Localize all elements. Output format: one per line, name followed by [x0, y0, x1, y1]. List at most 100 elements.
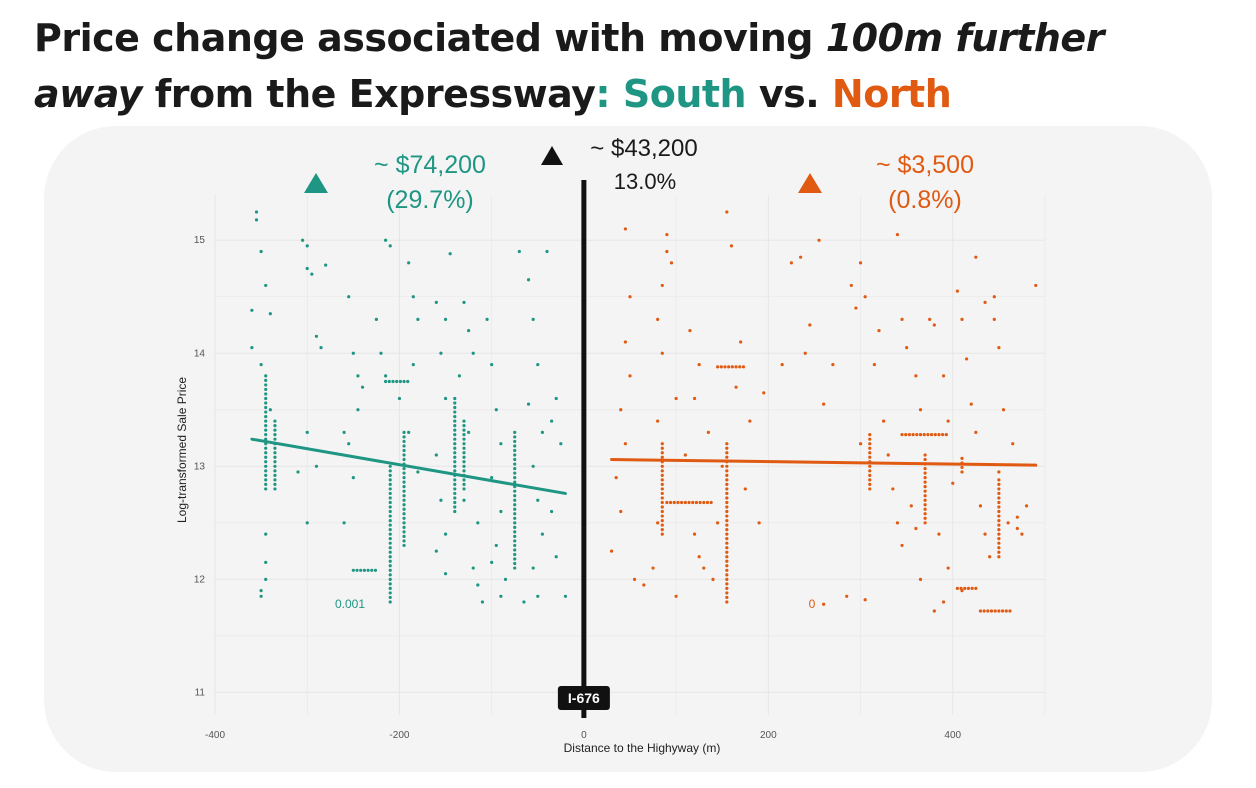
south-point: [462, 428, 466, 432]
south-point: [453, 396, 457, 401]
north-point: [895, 521, 900, 525]
south-point: [499, 509, 503, 514]
south-point: [439, 351, 443, 355]
south-point: [540, 430, 544, 434]
south-point: [402, 534, 406, 538]
south-point: [388, 537, 392, 541]
south-point: [462, 433, 466, 437]
south-point: [264, 482, 268, 486]
north-point: [923, 516, 927, 520]
north-point: [660, 514, 664, 518]
north-point: [660, 446, 664, 450]
north-point: [725, 487, 729, 491]
south-point: [499, 594, 503, 598]
north-point: [725, 514, 729, 518]
south-point: [397, 396, 402, 401]
north-point: [725, 573, 729, 577]
south-point: [513, 525, 517, 529]
south-point: [268, 408, 272, 412]
north-point: [691, 500, 695, 505]
north-point: [734, 365, 738, 369]
south-point: [462, 451, 466, 455]
north-point: [623, 227, 627, 231]
south-point: [402, 521, 406, 525]
north-point: [955, 289, 959, 293]
north-point: [633, 577, 637, 581]
south-point: [536, 362, 540, 367]
north-point: [692, 396, 697, 401]
north-point: [982, 609, 986, 613]
north-point: [1015, 515, 1019, 519]
highway-label-box: [557, 686, 610, 710]
south-point: [513, 561, 517, 566]
north-point: [909, 504, 913, 508]
south-point: [513, 489, 517, 493]
south-point: [462, 498, 466, 502]
north-point: [989, 609, 994, 613]
south-point: [388, 464, 392, 468]
north-point: [739, 340, 743, 344]
north-point: [997, 487, 1001, 491]
south-point: [480, 600, 485, 604]
south-point: [513, 539, 517, 543]
south-point: [513, 534, 517, 538]
north-point: [914, 526, 918, 531]
north-point: [959, 586, 963, 590]
north-point: [614, 476, 618, 480]
north-point: [799, 255, 803, 259]
north-point: [974, 430, 978, 434]
south-point: [342, 430, 346, 434]
north-point: [997, 555, 1001, 559]
south-point: [406, 379, 410, 384]
south-point: [462, 482, 466, 486]
north-point: [951, 481, 955, 485]
north-point: [1006, 521, 1010, 525]
south-point: [379, 351, 383, 355]
south-point: [388, 487, 392, 491]
south-point: [513, 498, 517, 502]
north-point: [660, 455, 664, 459]
north-point: [694, 500, 699, 505]
north-point: [660, 473, 664, 477]
north-point: [929, 433, 934, 437]
south-point: [347, 442, 351, 446]
south-point: [351, 351, 355, 355]
y-tick-label: 11: [195, 687, 206, 698]
south-point: [388, 550, 392, 554]
south-point: [388, 473, 392, 477]
north-point: [997, 528, 1001, 532]
south-point: [513, 453, 517, 457]
south-point: [453, 482, 457, 486]
south-point: [351, 476, 355, 480]
north-point: [858, 261, 863, 265]
north-point: [918, 433, 923, 437]
north-point: [738, 365, 742, 369]
south-point: [388, 514, 392, 518]
north-point: [757, 521, 761, 525]
north-point: [941, 374, 946, 378]
x-tick-label: -400: [205, 730, 225, 741]
south-point: [462, 419, 466, 423]
south-point: [416, 317, 420, 321]
south-point: [388, 591, 392, 595]
north-point: [997, 491, 1001, 496]
south-point: [453, 410, 457, 414]
south-point: [362, 568, 366, 572]
south-point: [264, 464, 268, 468]
north-point: [698, 500, 702, 505]
north-point: [660, 478, 664, 482]
north-point: [997, 470, 1001, 474]
north-point: [831, 362, 835, 367]
south-point: [314, 464, 319, 468]
south-point: [264, 433, 268, 437]
south-point: [545, 249, 549, 254]
south-point: [402, 543, 406, 548]
south-point: [259, 594, 263, 598]
south-up-triangle-icon: [304, 173, 328, 193]
south-point: [273, 433, 277, 437]
south-point: [453, 424, 457, 428]
south-point: [462, 455, 466, 459]
south-point: [264, 577, 268, 581]
south-point: [443, 572, 448, 576]
north-point: [904, 433, 908, 437]
